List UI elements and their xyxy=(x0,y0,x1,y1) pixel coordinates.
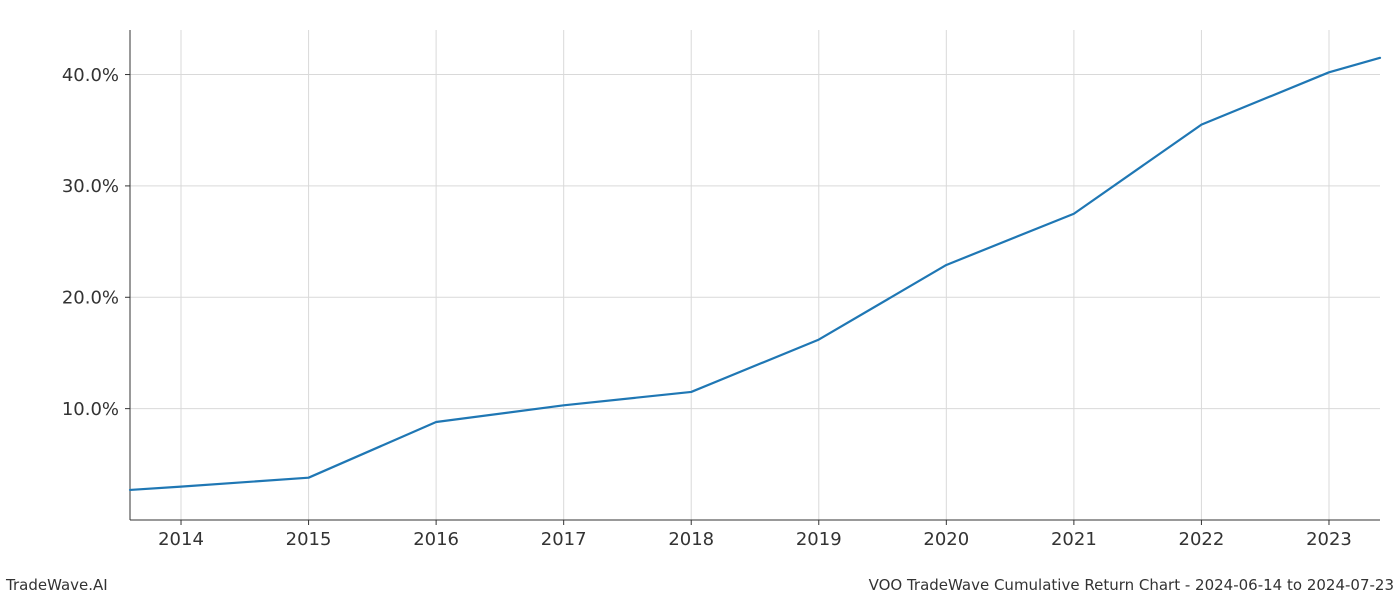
chart-container: 2014 2015 2016 2017 2018 2019 2020 2021 2022 2023… xyxy=(0,0,1400,600)
y-tick-label: 40.0% xyxy=(62,65,119,86)
x-tick-label: 2017 xyxy=(541,529,587,550)
x-tick-label: 2019 xyxy=(796,529,842,550)
x-tick-label: 2016 xyxy=(413,529,459,550)
x-tick-label: 2023 xyxy=(1306,529,1352,550)
x-tick-label: 2018 xyxy=(668,529,714,550)
x-tick-label: 2015 xyxy=(286,529,332,550)
x-tick-label: 2014 xyxy=(158,529,204,550)
x-tick-label: 2022 xyxy=(1179,529,1225,550)
y-tick-label: 10.0% xyxy=(62,399,119,420)
footer-brand: TradeWave.AI xyxy=(6,576,108,594)
line-chart: 2014 2015 2016 2017 2018 2019 2020 2021 2022 2023… xyxy=(0,0,1400,600)
y-tick-label: 20.0% xyxy=(62,288,119,309)
y-tick-label: 30.0% xyxy=(62,176,119,197)
x-tick-label: 2021 xyxy=(1051,529,1097,550)
footer-caption: VOO TradeWave Cumulative Return Chart - … xyxy=(869,576,1394,594)
x-tick-label: 2020 xyxy=(923,529,969,550)
